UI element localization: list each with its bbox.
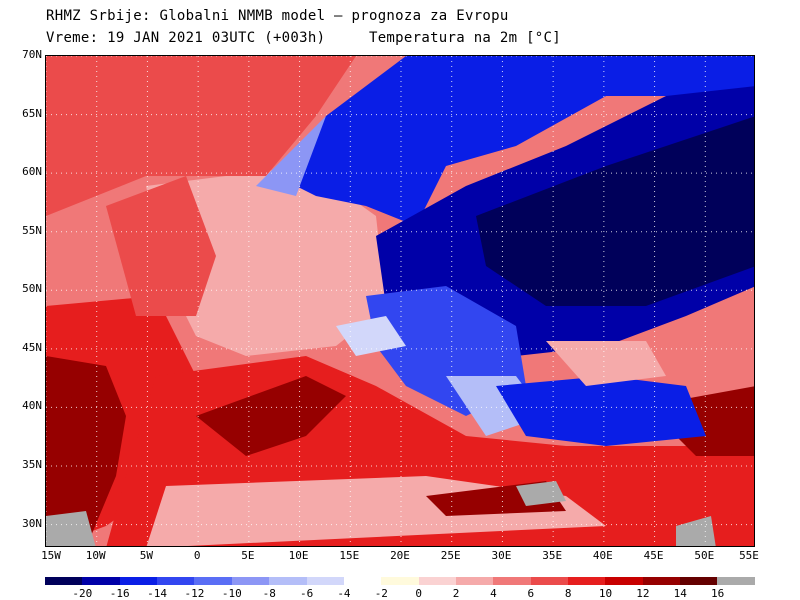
north-atlantic-zone	[46, 56, 356, 216]
temperature-map	[45, 55, 755, 547]
lon-tick-label: 5E	[241, 549, 255, 562]
lon-tick-label: 55E	[739, 549, 759, 562]
legend-swatch	[119, 577, 158, 585]
lat-tick-label: 35N	[22, 458, 42, 471]
lon-tick-label: 20E	[390, 549, 410, 562]
scandinavia-edge-zone	[256, 116, 326, 196]
legend-label: 6	[527, 587, 535, 600]
hot-patch-east	[676, 516, 716, 546]
legend-swatch	[82, 577, 120, 585]
legend-label: -10	[221, 587, 242, 600]
legend-swatch	[194, 577, 232, 585]
lat-tick-label: 70N	[22, 48, 42, 61]
russia-deep-cold-zone	[476, 116, 754, 306]
lon-tick-label: 45E	[643, 549, 664, 562]
lon-tick-label: 15W	[41, 549, 61, 562]
legend-label: -14	[147, 587, 168, 600]
lat-tick-label: 40N	[22, 399, 42, 413]
lat-tick-label: 65N	[22, 106, 42, 120]
legend-label: 14	[673, 587, 687, 600]
lat-tick-label: 45N	[22, 340, 42, 354]
atlantic-hot-zone	[46, 356, 126, 546]
lon-tick-label: 15E	[339, 549, 360, 562]
legend-swatch	[269, 577, 307, 585]
color-legend	[45, 577, 755, 585]
lon-tick-label: 35E	[542, 549, 563, 562]
header-subtitle: Vreme: 19 JAN 2021 03UTC (+003h) Tempera…	[46, 30, 561, 46]
scandinavia-cold-zone	[276, 56, 754, 226]
legend-label: -20	[72, 587, 93, 600]
hot-patch-southwest	[46, 511, 96, 546]
lat-tick-label: 55N	[22, 223, 42, 237]
legend-label: 12	[636, 587, 650, 600]
lon-tick-label: 0	[193, 549, 201, 562]
hot-patch-egypt	[516, 481, 566, 506]
legend-swatch	[306, 577, 344, 585]
legend-swatch	[717, 577, 755, 585]
lat-tick-label: 50N	[22, 282, 42, 296]
legend-swatch	[568, 577, 606, 585]
lon-tick-label: 30E	[491, 549, 512, 562]
legend-swatch	[381, 577, 419, 585]
legend-swatch	[530, 577, 569, 585]
legend-swatch	[605, 577, 643, 585]
legend-label: 16	[711, 587, 725, 600]
legend-label: -4	[337, 587, 351, 600]
legend-label: 10	[598, 587, 613, 600]
legend-swatch	[231, 577, 270, 585]
map-canvas	[46, 56, 754, 546]
legend-label: -6	[299, 587, 314, 600]
lat-tick-label: 30N	[22, 516, 42, 530]
legend-label: -16	[109, 587, 130, 600]
legend-label: 2	[452, 587, 460, 600]
legend-label: -2	[374, 587, 388, 600]
legend-swatch	[418, 577, 456, 585]
uk-zone	[106, 176, 216, 316]
legend-label: 8	[564, 587, 572, 600]
lon-tick-label: 10W	[85, 549, 106, 562]
lon-tick-label: 50E	[694, 549, 715, 562]
mediterranean-core-zone	[196, 376, 346, 456]
lon-tick-label: 10E	[288, 549, 309, 562]
legend-swatch	[680, 577, 718, 585]
legend-swatch	[455, 577, 494, 585]
legend-swatch	[642, 577, 681, 585]
legend-label: -8	[262, 587, 276, 600]
header-title: RHMZ Srbije: Globalni NMMB model — progn…	[46, 8, 509, 24]
alps-zone	[336, 316, 406, 356]
lon-tick-label: 25E	[440, 549, 461, 562]
lat-lon-grid	[46, 56, 754, 546]
legend-swatch	[45, 577, 83, 585]
lat-tick-label: 60N	[22, 165, 42, 179]
black-sea-zone	[546, 341, 666, 386]
legend-swatch	[157, 577, 195, 585]
western-europe-zone	[146, 166, 386, 356]
legend-label: 0	[415, 587, 422, 600]
legend-swatch	[343, 577, 382, 585]
turkey-cold-zone	[496, 376, 706, 446]
legend-label: -12	[184, 587, 205, 600]
lon-tick-label: 5W	[139, 549, 154, 562]
legend-label: 4	[490, 587, 497, 600]
lon-tick-label: 40E	[592, 549, 613, 562]
legend-swatch	[493, 577, 531, 585]
